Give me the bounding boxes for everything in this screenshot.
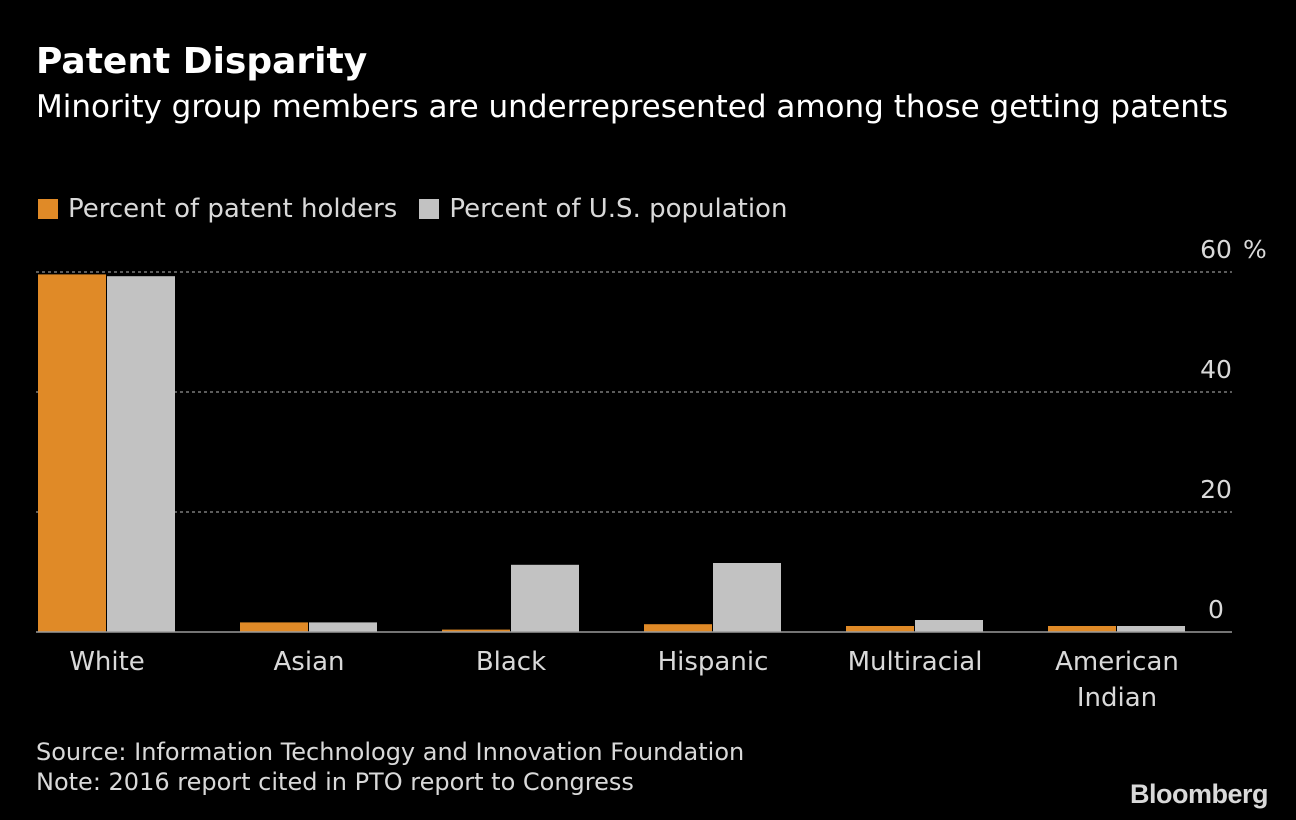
y-unit-label: % bbox=[1243, 235, 1267, 264]
x-tick-label-hispanic: Hispanic bbox=[658, 647, 769, 677]
chart-legend: Percent of patent holders Percent of U.S… bbox=[38, 192, 809, 226]
legend-swatch-patent-holders bbox=[38, 199, 58, 219]
y-tick-label-60: 60 bbox=[1200, 235, 1232, 264]
x-tick-label-american-indian-line-1: American bbox=[1055, 647, 1179, 677]
bar-multiracial-population bbox=[915, 620, 983, 632]
bar-black-population bbox=[511, 564, 579, 632]
y-tick-label-20: 20 bbox=[1200, 475, 1232, 504]
bar-american-indian-population bbox=[1117, 626, 1185, 632]
x-tick-label-multiracial: Multiracial bbox=[848, 647, 983, 677]
x-tick-label-asian: Asian bbox=[274, 647, 345, 677]
bar-asian-patent-holders bbox=[240, 622, 308, 632]
bar-white-patent-holders bbox=[38, 274, 106, 632]
bar-hispanic-patent-holders bbox=[644, 624, 712, 632]
legend-label-patent-holders: Percent of patent holders bbox=[68, 194, 398, 224]
x-tick-label-white: White bbox=[69, 647, 145, 677]
bar-white-population bbox=[107, 276, 175, 632]
source-note: Source: Information Technology and Innov… bbox=[36, 738, 745, 766]
bloomberg-logo: Bloomberg bbox=[1129, 779, 1269, 809]
chart-title: Patent Disparity bbox=[36, 41, 368, 82]
chart-subtitle: Minority group members are underrepresen… bbox=[36, 89, 1229, 125]
x-tick-label-american-indian-line-2: Indian bbox=[1077, 683, 1157, 713]
bar-american-indian-patent-holders bbox=[1048, 626, 1116, 632]
y-tick-label-40: 40 bbox=[1200, 355, 1232, 384]
legend-item-population: Percent of U.S. population bbox=[419, 192, 787, 226]
footnote: Note: 2016 report cited in PTO report to… bbox=[36, 768, 634, 796]
y-tick-label-0: 0 bbox=[1208, 595, 1224, 624]
x-tick-label-black: Black bbox=[476, 647, 546, 677]
bar-multiracial-patent-holders bbox=[846, 626, 914, 632]
legend-label-population: Percent of U.S. population bbox=[449, 194, 788, 224]
legend-swatch-population bbox=[419, 199, 440, 219]
bar-hispanic-population bbox=[713, 563, 781, 632]
bar-asian-population bbox=[309, 622, 377, 632]
legend-item-patent-holders: Percent of patent holders bbox=[38, 192, 397, 226]
bar-black-patent-holders bbox=[442, 629, 510, 632]
